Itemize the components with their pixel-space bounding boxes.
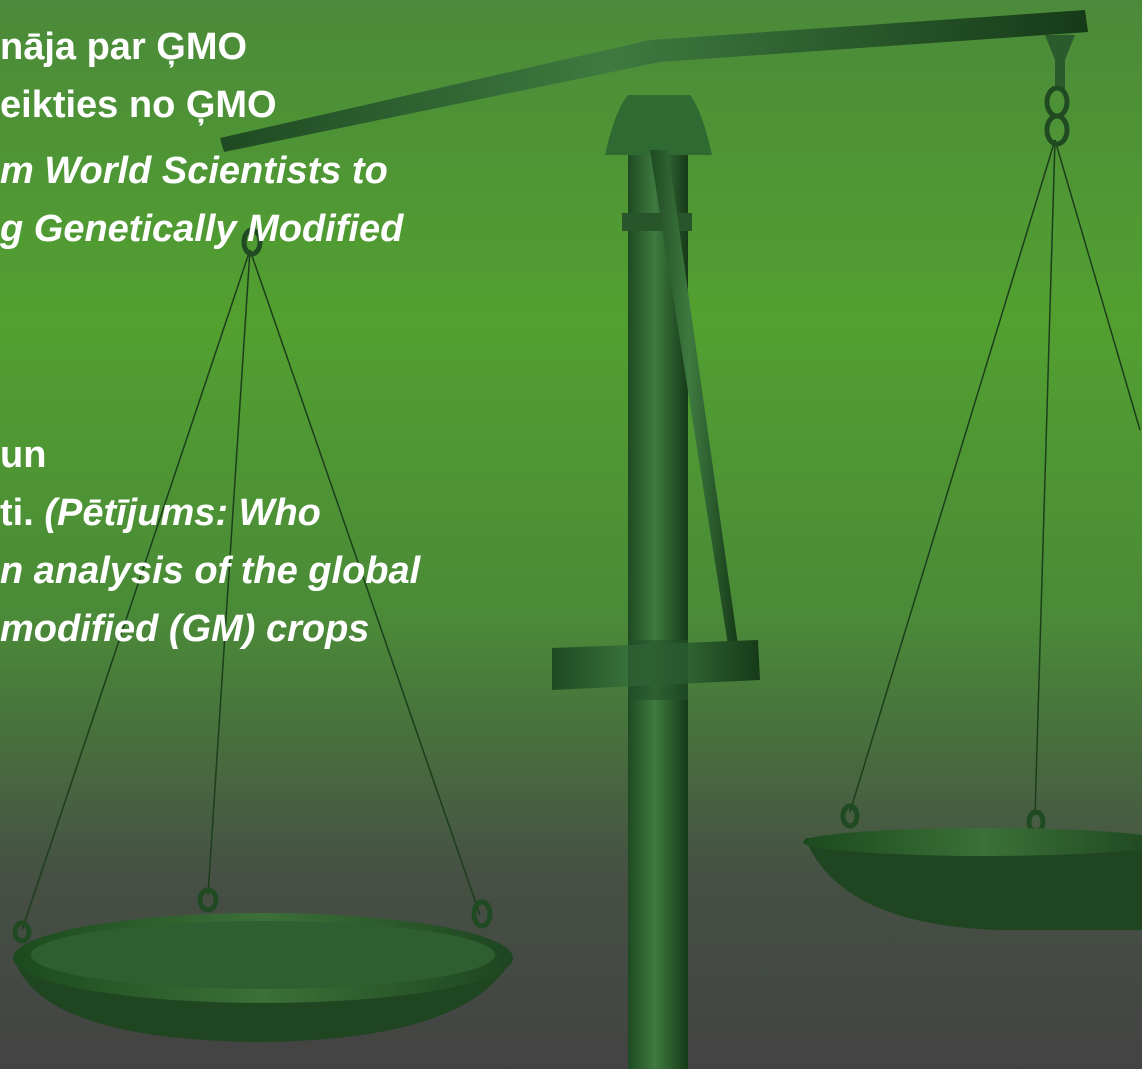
text-segment: eikties no ĢMO xyxy=(0,84,277,126)
collar xyxy=(622,213,692,231)
text-line: ti. (Pētījums: Who xyxy=(0,484,321,543)
text-segment: (Pētījums: Who xyxy=(44,492,321,534)
text-segment: modified (GM) crops xyxy=(0,608,369,650)
text-segment: g Genetically Modified xyxy=(0,208,403,250)
text-segment: n analysis of the global xyxy=(0,550,420,592)
pole-shade xyxy=(628,640,688,700)
slide: nāja par ĢMO eikties no ĢMO m World Scient… xyxy=(0,0,1142,1069)
text-line: modified (GM) crops xyxy=(0,600,369,659)
text-line: n analysis of the global xyxy=(0,542,420,601)
pole-cap xyxy=(605,95,712,155)
text-line: eikties no ĢMO xyxy=(0,76,277,135)
left-pan-inner xyxy=(31,921,495,989)
right-hanger xyxy=(1045,35,1075,90)
text-segment: un xyxy=(0,434,46,476)
text-segment: ti. xyxy=(0,492,44,534)
text-line: un xyxy=(0,426,46,485)
text-line: nāja par ĢMO xyxy=(0,18,247,77)
text-segment: m World Scientists to xyxy=(0,150,388,192)
text-line: g Genetically Modified xyxy=(0,200,403,259)
text-segment: nāja par ĢMO xyxy=(0,26,247,68)
text-line: m World Scientists to xyxy=(0,142,388,201)
